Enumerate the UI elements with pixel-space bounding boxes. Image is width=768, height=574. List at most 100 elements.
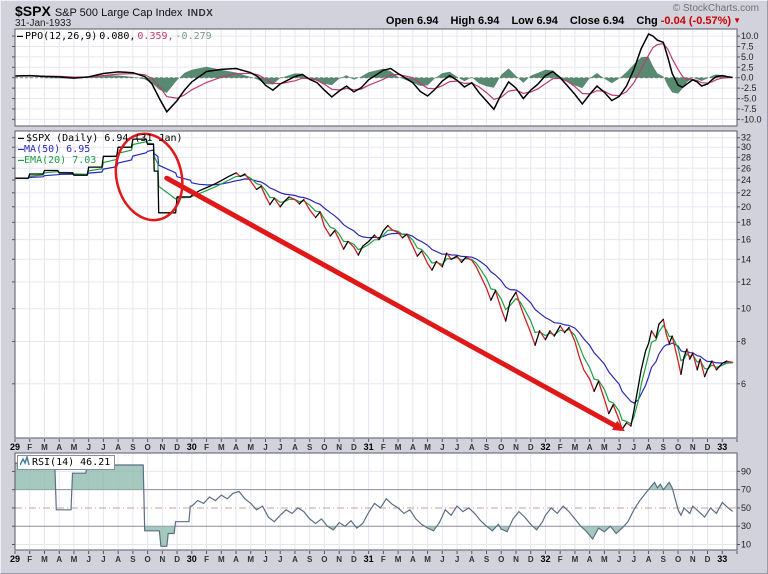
svg-text:O: O <box>321 555 327 564</box>
svg-text:50: 50 <box>741 503 751 513</box>
symbol-label: $SPX <box>15 3 51 19</box>
svg-text:M: M <box>218 443 225 452</box>
svg-text:M: M <box>218 555 225 564</box>
svg-text:70: 70 <box>741 485 751 495</box>
svg-text:S: S <box>661 555 667 564</box>
svg-text:S: S <box>661 443 667 452</box>
svg-text:6: 6 <box>741 379 746 389</box>
ppo-line-swatch: — <box>17 31 24 42</box>
svg-text:A: A <box>587 555 593 564</box>
svg-text:30: 30 <box>741 142 751 152</box>
svg-text:7.5: 7.5 <box>741 41 754 51</box>
svg-text:0.0: 0.0 <box>741 73 754 83</box>
svg-text:33: 33 <box>717 442 727 452</box>
svg-text:F: F <box>558 443 563 452</box>
rsi-legend: RSI(14) 46.21 <box>17 454 116 470</box>
svg-text:O: O <box>144 443 150 452</box>
svg-text:F: F <box>558 555 563 564</box>
svg-text:30: 30 <box>741 521 751 531</box>
svg-text:A: A <box>115 443 121 452</box>
svg-text:2.5: 2.5 <box>741 62 754 72</box>
svg-text:D: D <box>174 555 180 564</box>
svg-text:J: J <box>455 443 459 452</box>
svg-text:-10.0: -10.0 <box>741 114 762 124</box>
ma50-line-swatch: — <box>18 144 25 155</box>
chg-down-icon: ▼ <box>733 16 741 25</box>
svg-text:J: J <box>617 555 621 564</box>
svg-text:A: A <box>233 443 239 452</box>
chart-title: $SPX S&P 500 Large Cap Index INDX <box>15 3 213 21</box>
price-legend-row: — $SPX (Daily) 6.94 (31 Jan) <box>18 133 183 144</box>
svg-text:N: N <box>690 443 696 452</box>
svg-text:J: J <box>86 443 90 452</box>
svg-text:J: J <box>101 555 105 564</box>
svg-text:J: J <box>455 555 459 564</box>
ema20-legend-row: —EMA(20) 7.03 <box>18 155 183 166</box>
svg-text:16: 16 <box>741 235 751 245</box>
chart-date: 31-Jan-1933 <box>15 18 72 29</box>
svg-text:J: J <box>263 443 267 452</box>
svg-text:-7.5: -7.5 <box>741 104 757 114</box>
svg-text:M: M <box>41 443 48 452</box>
svg-text:24: 24 <box>741 175 751 185</box>
ma50-legend-label: MA(50) 6.95 <box>24 144 91 155</box>
svg-text:D: D <box>351 443 357 452</box>
svg-text:A: A <box>115 555 121 564</box>
svg-text:M: M <box>395 443 402 452</box>
ppo-legend: — PPO(12,26,9) 0.080, 0.359, -0.279 <box>17 31 212 42</box>
svg-text:33: 33 <box>717 554 727 564</box>
svg-text:N: N <box>159 555 165 564</box>
svg-text:O: O <box>675 443 681 452</box>
low-label: Low <box>511 15 534 27</box>
chg-value: -0.04 (-0.57%) <box>660 15 732 27</box>
svg-text:J: J <box>263 555 267 564</box>
ppo-histogram-value: -0.279 <box>175 31 212 42</box>
svg-text:90: 90 <box>741 466 751 476</box>
svg-text:J: J <box>440 555 444 564</box>
svg-text:31: 31 <box>364 442 374 452</box>
svg-text:30: 30 <box>187 554 197 564</box>
svg-text:J: J <box>617 443 621 452</box>
price-legend: — $SPX (Daily) 6.94 (31 Jan) —MA(50) 6.95… <box>18 133 183 166</box>
svg-text:30: 30 <box>187 442 197 452</box>
copyright-label: © StockCharts.com <box>672 3 759 14</box>
svg-text:22: 22 <box>741 188 751 198</box>
svg-text:D: D <box>174 443 180 452</box>
svg-text:A: A <box>233 555 239 564</box>
svg-text:J: J <box>440 443 444 452</box>
svg-text:M: M <box>601 443 608 452</box>
svg-text:32: 32 <box>741 133 751 143</box>
ema20-legend-label: EMA(20) 7.03 <box>24 155 97 166</box>
svg-text:M: M <box>71 443 78 452</box>
svg-text:28: 28 <box>741 152 751 162</box>
svg-text:S: S <box>307 443 313 452</box>
svg-text:20: 20 <box>741 202 751 212</box>
svg-text:M: M <box>247 443 254 452</box>
svg-text:A: A <box>469 443 475 452</box>
svg-text:N: N <box>336 555 342 564</box>
svg-text:A: A <box>292 555 298 564</box>
svg-text:31: 31 <box>364 554 374 564</box>
svg-text:M: M <box>572 555 579 564</box>
svg-text:N: N <box>513 555 519 564</box>
svg-text:29: 29 <box>10 554 20 564</box>
svg-text:A: A <box>56 443 62 452</box>
svg-text:J: J <box>101 443 105 452</box>
svg-text:A: A <box>292 443 298 452</box>
svg-text:F: F <box>204 443 209 452</box>
svg-text:S: S <box>130 443 136 452</box>
low-value: 6.94 <box>536 15 558 27</box>
svg-text:A: A <box>410 443 416 452</box>
price-line-swatch: — <box>18 133 25 144</box>
quote-bar: Open 6.94 High 6.94 Low 6.94 Close 6.94 Chg -… <box>377 15 741 27</box>
svg-text:D: D <box>705 555 711 564</box>
svg-text:A: A <box>646 555 652 564</box>
svg-text:D: D <box>528 555 534 564</box>
open-label: Open <box>385 15 415 27</box>
svg-text:M: M <box>247 555 254 564</box>
svg-text:N: N <box>513 443 519 452</box>
svg-text:M: M <box>424 443 431 452</box>
svg-text:D: D <box>351 555 357 564</box>
